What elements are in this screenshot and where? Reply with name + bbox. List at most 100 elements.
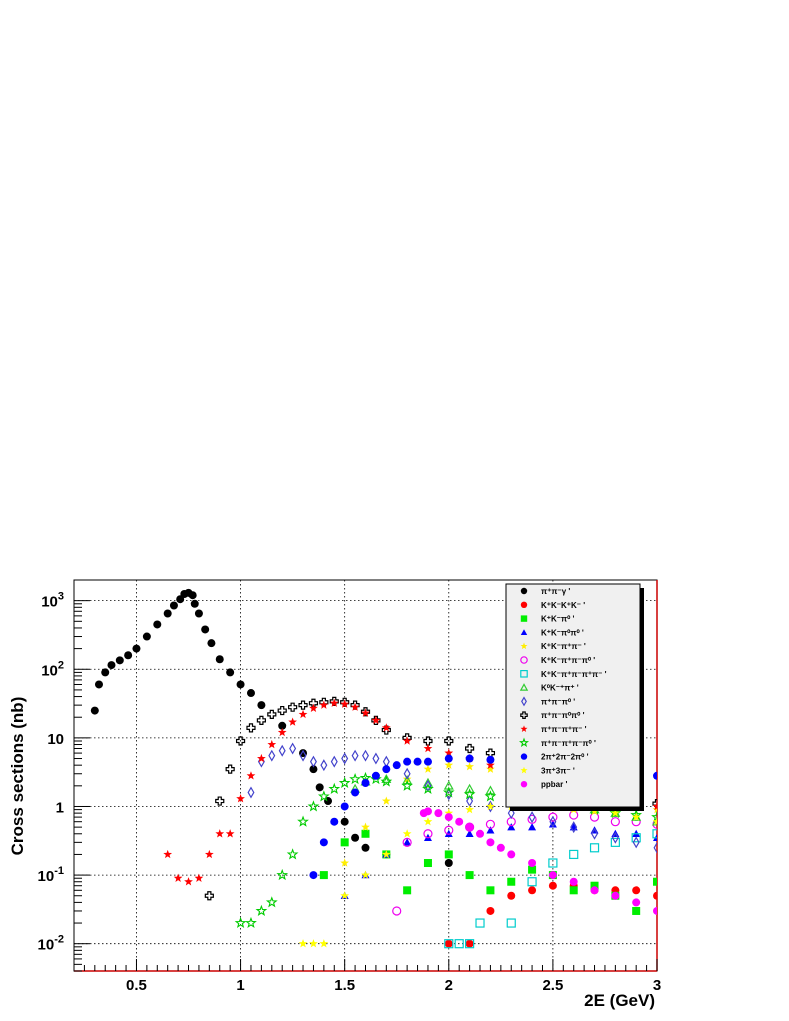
data-point (351, 833, 360, 842)
data-point (496, 843, 505, 852)
data-point (528, 811, 536, 824)
data-point (486, 760, 495, 769)
data-point (528, 823, 537, 831)
data-series (419, 807, 657, 915)
data-point (381, 723, 391, 732)
legend-label: 3π⁺3π⁻ ' (541, 766, 575, 775)
data-point (465, 823, 474, 832)
data-point (652, 801, 657, 811)
data-point (402, 736, 412, 745)
y-tick-base: 10 (41, 662, 58, 679)
legend-entries: π⁺π⁻γ ' K⁺K⁻K⁺K⁻ ' K⁺K⁻π⁰ ' K⁺K⁻π⁰π⁰ ' K⁺K⁻π… (518, 587, 607, 789)
data-point (319, 939, 329, 948)
legend-label: K⁺K⁻π⁺π⁻π⁺π⁻ ' (541, 670, 607, 679)
y-tick-exponent: 3 (58, 591, 64, 603)
x-tick-labels: 0.5 1 1.5 2 2.5 3 (126, 977, 661, 994)
data-point (423, 829, 433, 839)
data-point (486, 886, 495, 895)
data-point (423, 736, 433, 746)
data-point (465, 743, 475, 754)
data-point (204, 849, 214, 859)
y-tick-label: 10-2 (38, 934, 64, 954)
data-point (444, 736, 454, 746)
data-point (444, 850, 453, 859)
data-point (653, 906, 657, 915)
legend-label: 2π⁺2π⁻2π⁰ ' (541, 753, 589, 762)
data-point (610, 817, 620, 827)
data-point (380, 775, 393, 787)
data-point (423, 743, 433, 753)
y-tick-label: 103 (41, 591, 64, 611)
data-point (278, 721, 287, 730)
legend-label: K⁺K⁻π⁰π⁰ ' (541, 628, 584, 637)
data-point (309, 939, 318, 948)
legend-marker (520, 781, 528, 788)
data-point (422, 782, 434, 794)
data-point (476, 829, 485, 838)
data-point (442, 786, 455, 798)
data-point (245, 916, 257, 929)
x-tick-label: 0.5 (126, 977, 147, 994)
data-point (392, 761, 401, 770)
data-point (236, 680, 245, 689)
data-point (402, 829, 412, 838)
x-tick-label: 2 (445, 977, 453, 994)
data-point (403, 838, 412, 846)
data-point (298, 700, 308, 710)
data-point (423, 757, 432, 766)
data-point (653, 833, 657, 841)
data-point (361, 870, 370, 879)
data-point (340, 858, 350, 867)
data-point (402, 775, 413, 785)
data-point (247, 786, 255, 799)
legend-marker (520, 725, 528, 732)
legend-marker (520, 656, 528, 664)
data-point (184, 877, 193, 886)
legend-label: K⁰K⁻⁺π⁺ ' (541, 684, 579, 693)
data-point (298, 939, 308, 948)
data-point (413, 757, 422, 766)
data-point (423, 807, 432, 816)
data-point (653, 891, 657, 900)
data-point (381, 849, 391, 859)
data-point (465, 939, 474, 948)
data-point (320, 759, 328, 772)
data-point (423, 764, 433, 773)
data-point (309, 871, 318, 880)
y-tick-base: 10 (38, 937, 55, 954)
data-point (350, 702, 360, 711)
data-point (590, 886, 599, 895)
data-point (307, 800, 320, 812)
data-point (454, 939, 464, 949)
data-point (548, 812, 558, 822)
data-point (317, 790, 330, 802)
data-point (486, 764, 495, 773)
data-point (465, 939, 475, 949)
data-point (465, 805, 474, 814)
data-point (570, 821, 578, 834)
data-point (548, 820, 557, 828)
data-point (444, 825, 454, 835)
data-point (444, 859, 453, 868)
y-tick-base: 10 (38, 868, 55, 885)
data-point (246, 723, 256, 733)
data-point (611, 831, 619, 844)
legend-marker (520, 601, 528, 608)
legend-label: K⁺K⁻π⁺π⁻π⁰ ' (541, 656, 595, 665)
data-point (194, 609, 203, 618)
data-point (507, 891, 516, 900)
data-point (507, 807, 515, 820)
data-point (486, 826, 495, 834)
x-tick-label: 3 (653, 977, 661, 994)
series-layer (90, 588, 657, 949)
data-point (632, 836, 640, 849)
legend-label: K⁺K⁻π⁺π⁻ ' (541, 642, 586, 651)
x-tick-label: 1 (236, 977, 244, 994)
data-point (475, 918, 485, 928)
legend-marker (520, 669, 528, 678)
data-point (651, 810, 657, 823)
data-point (486, 801, 495, 811)
data-point (361, 829, 370, 838)
data-point (286, 848, 299, 860)
